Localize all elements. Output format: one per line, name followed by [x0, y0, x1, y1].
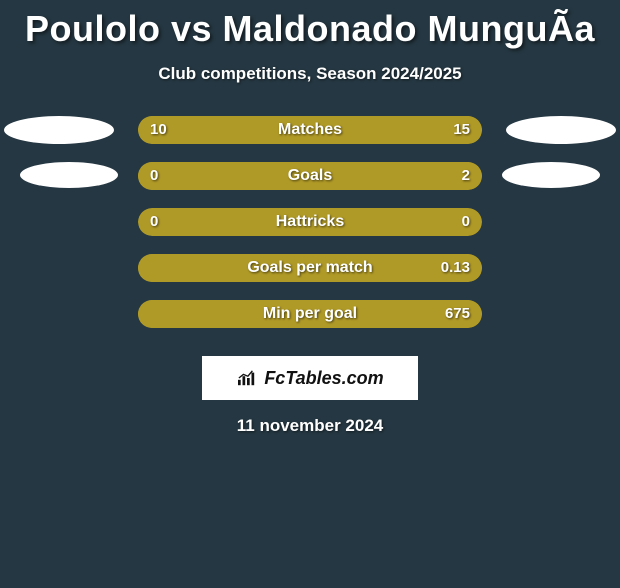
stat-value-right: 675 — [445, 300, 470, 328]
player-right-badge — [506, 116, 616, 144]
page-title: Poulolo vs Maldonado MunguÃ­a — [0, 8, 620, 50]
stat-bar-right — [138, 254, 482, 282]
chart-icon — [236, 369, 258, 387]
stat-bar: 1015Matches — [138, 116, 482, 144]
stat-bar: 0.13Goals per match — [138, 254, 482, 282]
stat-bar: 675Min per goal — [138, 300, 482, 328]
stat-value-right: 0 — [462, 208, 470, 236]
stat-bar: 02Goals — [138, 162, 482, 190]
stat-value-right: 0.13 — [441, 254, 470, 282]
date-text: 11 november 2024 — [0, 416, 620, 436]
stat-row: 675Min per goal — [0, 300, 620, 346]
stat-value-left: 0 — [150, 208, 158, 236]
stat-row: 00Hattricks — [0, 208, 620, 254]
stat-bar: 00Hattricks — [138, 208, 482, 236]
stat-row: 02Goals — [0, 162, 620, 208]
branding-box: FcTables.com — [202, 356, 418, 400]
stat-value-right: 2 — [462, 162, 470, 190]
comparison-rows: 1015Matches02Goals00Hattricks0.13Goals p… — [0, 116, 620, 346]
player-right-badge — [502, 162, 600, 188]
stat-row: 1015Matches — [0, 116, 620, 162]
player-left-badge — [20, 162, 118, 188]
stat-value-right: 15 — [453, 116, 470, 144]
stat-value-left: 0 — [150, 162, 158, 190]
stat-bar-right — [138, 300, 482, 328]
stat-bar-right — [138, 162, 482, 190]
subtitle: Club competitions, Season 2024/2025 — [0, 64, 620, 84]
stat-row: 0.13Goals per match — [0, 254, 620, 300]
stat-value-left: 10 — [150, 116, 167, 144]
stat-bar-right — [276, 116, 482, 144]
player-left-badge — [4, 116, 114, 144]
branding-text: FcTables.com — [264, 368, 383, 389]
